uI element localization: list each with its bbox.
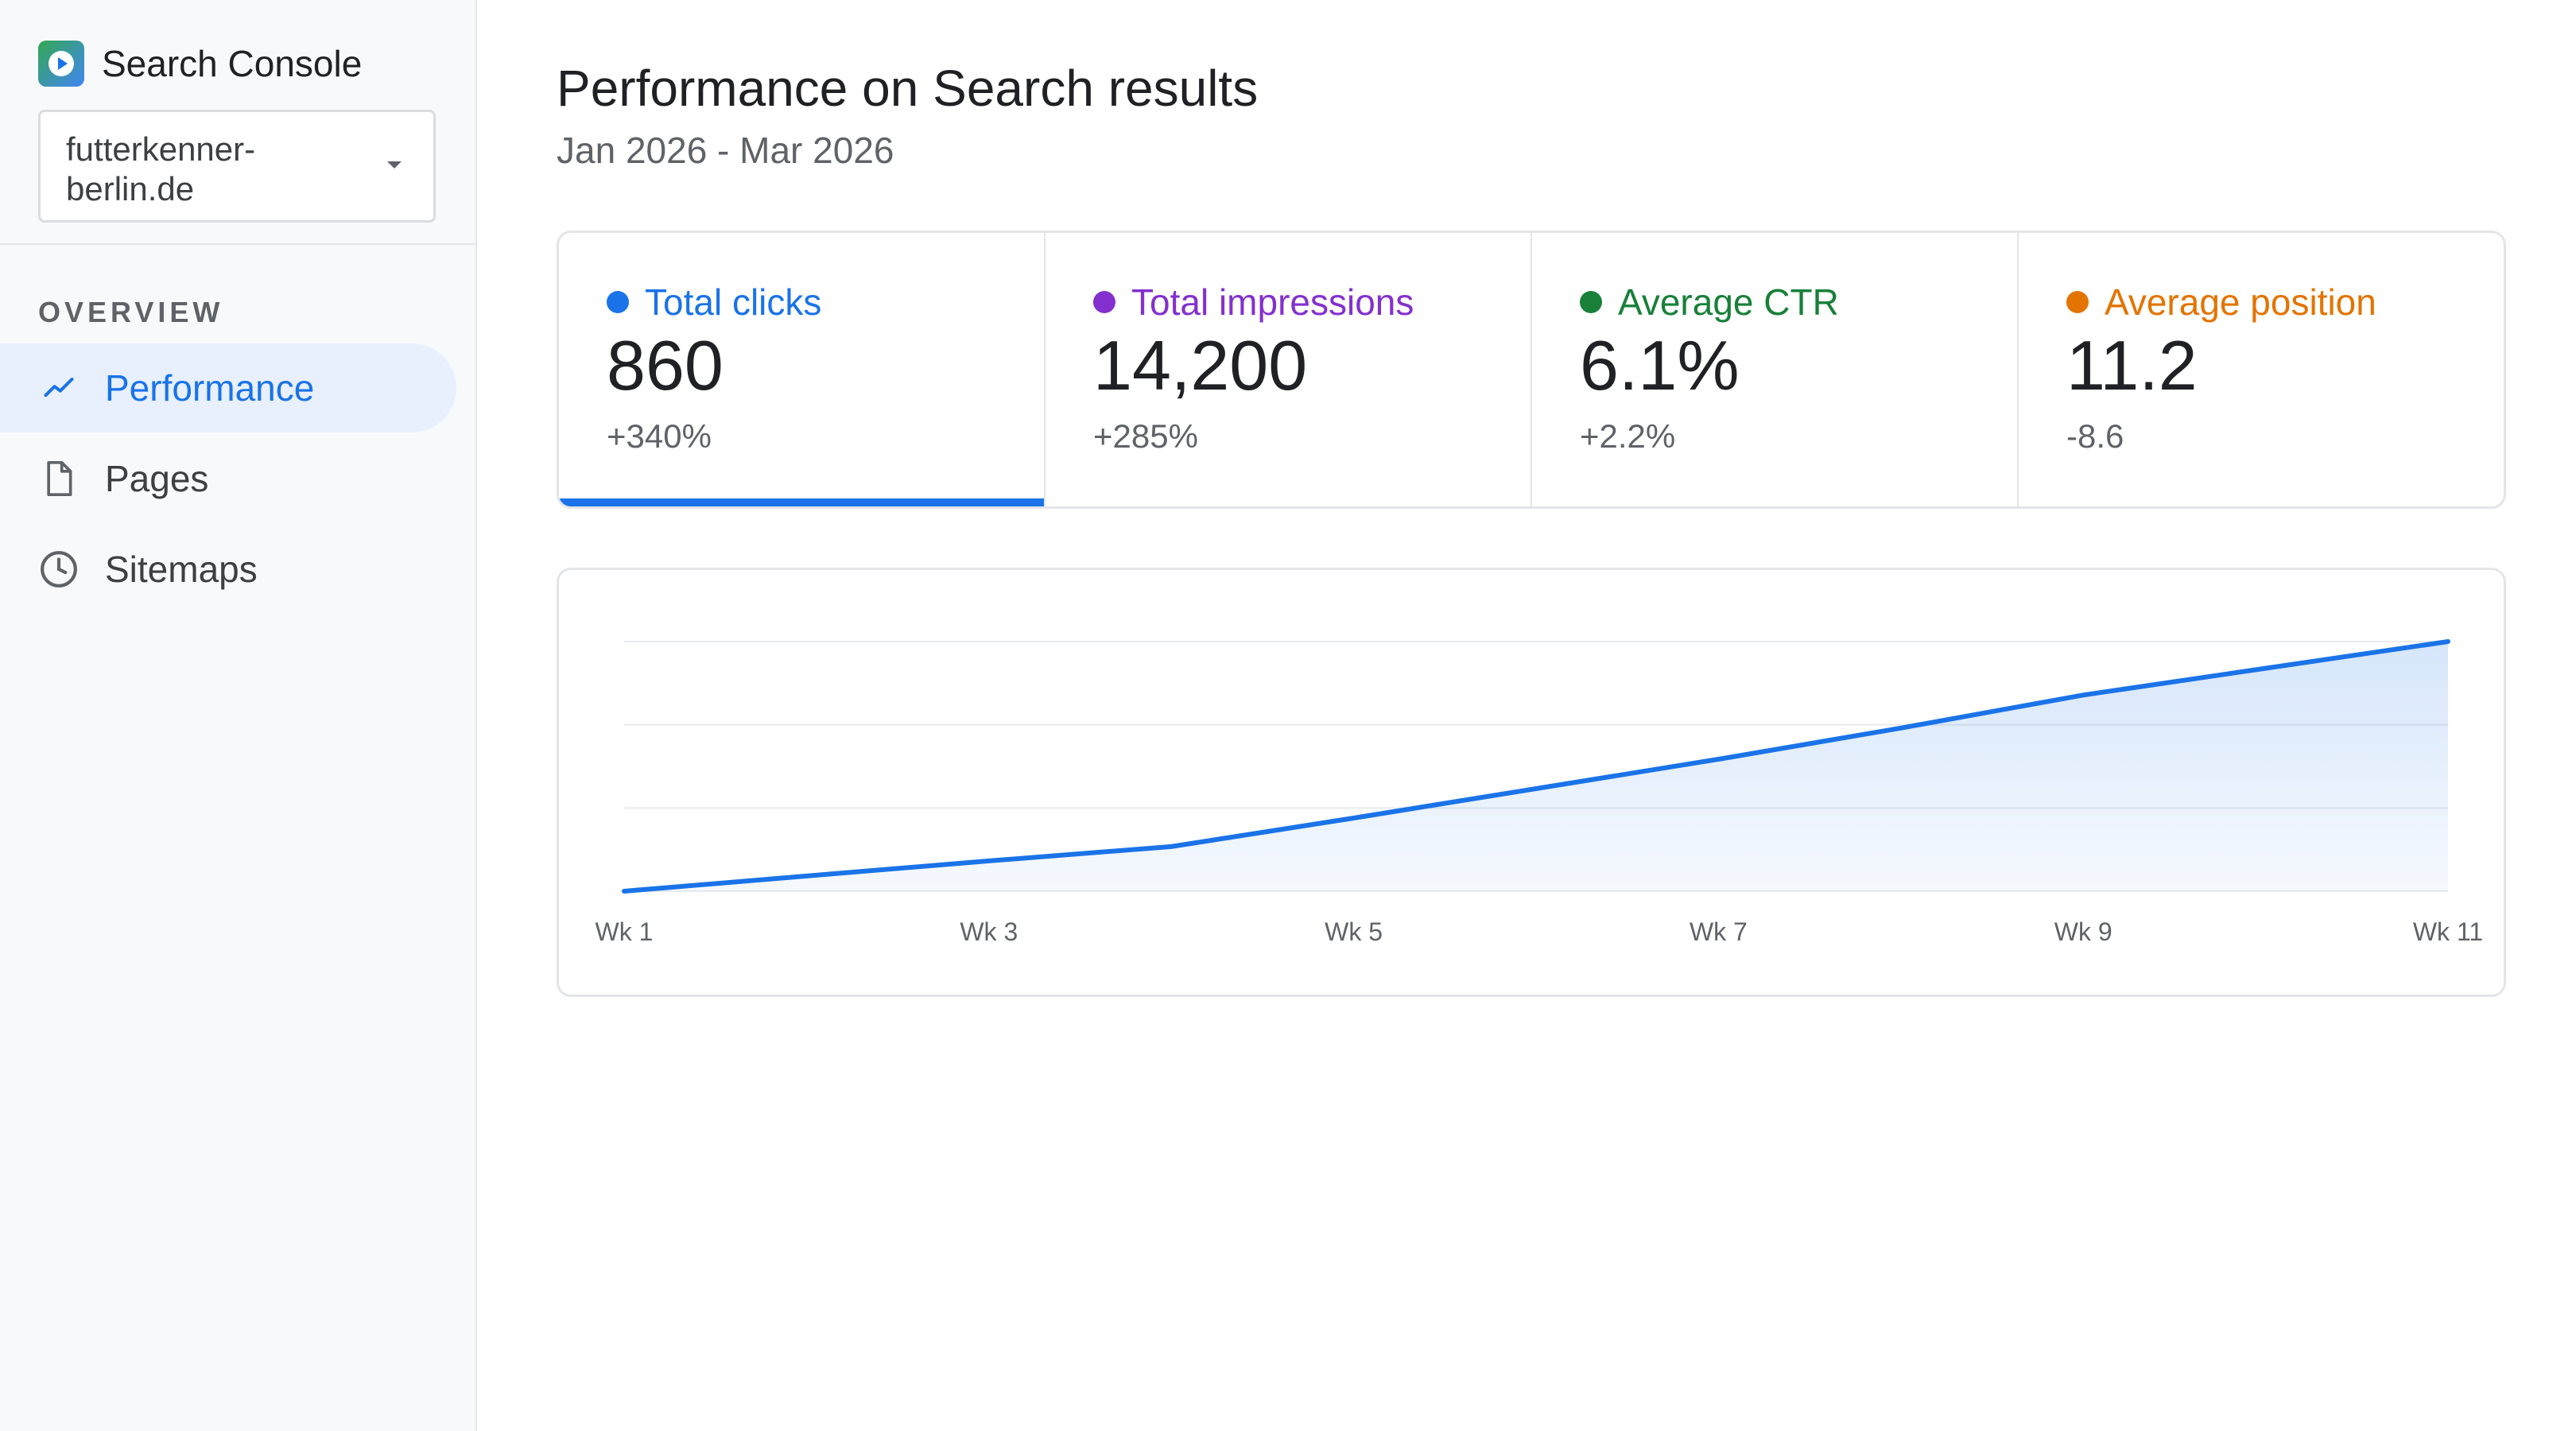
selected-indicator bbox=[1046, 498, 1530, 506]
series-dot-icon bbox=[1093, 291, 1115, 313]
brand: Search Console bbox=[38, 41, 363, 87]
metric-value: 860 bbox=[607, 326, 724, 405]
metric-change: +340% bbox=[607, 417, 712, 455]
metric-average-position[interactable]: Average position 11.2 -8.6 bbox=[2019, 233, 2504, 506]
series-dot-icon bbox=[607, 291, 629, 313]
sidebar-item-label: Pages bbox=[105, 458, 209, 499]
sidebar-item-label: Sitemaps bbox=[105, 549, 258, 590]
chart-x-tick-label: Wk 3 bbox=[960, 917, 1018, 946]
chart-x-tick-label: Wk 7 bbox=[1690, 917, 1748, 946]
sidebar-section-label: OVERVIEW bbox=[38, 296, 224, 328]
app-name: Search Console bbox=[102, 43, 363, 84]
performance-chart: Wk 1 Wk 3 Wk 5 Wk 7 Wk 9 Wk 11 bbox=[557, 568, 2506, 997]
metric-label: Total impressions bbox=[1131, 281, 1414, 323]
metric-value: 11.2 bbox=[2066, 326, 2198, 405]
page-icon bbox=[38, 458, 80, 499]
metric-average-ctr[interactable]: Average CTR 6.1% +2.2% bbox=[1532, 233, 2019, 506]
metric-change: +2.2% bbox=[1580, 417, 1676, 455]
metric-value: 14,200 bbox=[1093, 326, 1308, 405]
chart-x-tick-label: Wk 5 bbox=[1325, 917, 1383, 946]
metric-total-clicks[interactable]: Total clicks 860 +340% bbox=[559, 233, 1046, 506]
chart-x-tick-label: Wk 9 bbox=[2054, 917, 2112, 946]
selected-indicator bbox=[559, 498, 1044, 506]
metric-change: -8.6 bbox=[2066, 417, 2124, 455]
property-selector[interactable]: futterkenner-berlin.de bbox=[38, 110, 436, 223]
property-label: futterkenner-berlin.de bbox=[66, 130, 256, 207]
metric-change: +285% bbox=[1093, 417, 1198, 455]
metric-label: Average CTR bbox=[1618, 281, 1839, 323]
metric-label: Average position bbox=[2105, 281, 2376, 323]
metric-label: Total clicks bbox=[645, 281, 822, 323]
series-dot-icon bbox=[2066, 291, 2089, 313]
page-title: Performance on Search results bbox=[557, 60, 1259, 117]
selected-indicator bbox=[2019, 498, 2504, 506]
metric-total-impressions[interactable]: Total impressions 14,200 +285% bbox=[1046, 233, 1532, 506]
chart-area-fill bbox=[624, 642, 2448, 891]
sidebar-item-performance[interactable]: Performance bbox=[0, 343, 456, 432]
selected-indicator bbox=[1532, 498, 2017, 506]
chart-x-tick-label: Wk 1 bbox=[596, 917, 654, 946]
sidebar-divider bbox=[0, 243, 475, 245]
date-range: Jan 2026 - Mar 2026 bbox=[557, 130, 894, 171]
search-console-logo-icon bbox=[38, 41, 84, 87]
sidebar-item-sitemaps[interactable]: Sitemaps bbox=[0, 525, 258, 614]
sidebar-item-pages[interactable]: Pages bbox=[0, 434, 208, 523]
metrics-card: Total clicks 860 +340% Total impressions… bbox=[557, 231, 2506, 509]
trend-icon bbox=[38, 367, 80, 409]
metric-value: 6.1% bbox=[1580, 326, 1740, 405]
caret-down-icon bbox=[387, 161, 402, 169]
performance-chart-svg: Wk 1 Wk 3 Wk 5 Wk 7 Wk 9 Wk 11 bbox=[596, 639, 2483, 946]
sidebar-item-label: Performance bbox=[105, 367, 315, 409]
clock-icon bbox=[38, 549, 80, 590]
chart-x-tick-label: Wk 11 bbox=[2413, 917, 2483, 946]
chart-series-line bbox=[622, 639, 2450, 894]
sidebar: Search Console futterkenner-berlin.de OV… bbox=[0, 0, 477, 1431]
series-dot-icon bbox=[1580, 291, 1602, 313]
